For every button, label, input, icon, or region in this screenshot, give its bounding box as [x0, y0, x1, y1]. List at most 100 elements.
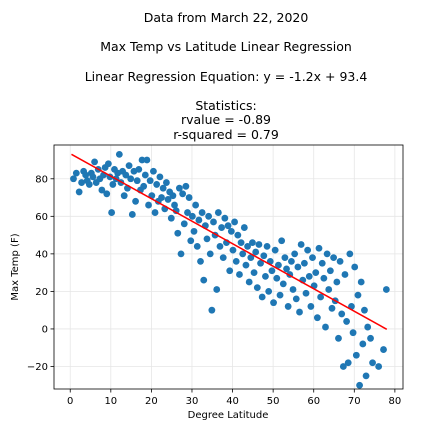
- data-point: [258, 293, 266, 301]
- data-point: [313, 314, 321, 322]
- x-tick-label: 30: [186, 396, 199, 407]
- data-point: [120, 192, 128, 200]
- data-point: [172, 207, 180, 215]
- data-point: [292, 295, 300, 303]
- x-tick-label: 70: [348, 396, 361, 407]
- data-point: [257, 259, 264, 267]
- data-point: [229, 246, 237, 254]
- data-point: [158, 194, 165, 201]
- data-point: [227, 227, 235, 235]
- data-point: [185, 194, 193, 201]
- data-point: [244, 242, 251, 250]
- data-point: [190, 227, 198, 235]
- x-tick-label: 40: [226, 396, 239, 407]
- data-point: [362, 372, 370, 380]
- title-line-rsquared: r-squared = 0.79: [173, 127, 279, 142]
- x-axis-ticks: 0 10 20 30 40 50 60 70 80: [67, 389, 401, 407]
- data-point: [240, 224, 248, 231]
- data-point: [268, 267, 276, 275]
- data-point: [304, 246, 312, 254]
- data-point: [128, 211, 136, 218]
- data-point: [317, 293, 325, 301]
- data-point: [98, 186, 106, 194]
- data-point: [284, 303, 292, 310]
- y-tick-label: 80: [35, 174, 48, 185]
- data-point: [70, 175, 77, 183]
- data-point: [135, 166, 143, 173]
- title-line-heading: Max Temp vs Latitude Linear Regression: [100, 39, 352, 54]
- data-point: [312, 269, 320, 277]
- data-point: [177, 250, 185, 258]
- data-point: [354, 291, 362, 299]
- data-point: [138, 156, 146, 164]
- data-point: [187, 237, 195, 245]
- x-tick-label: 60: [307, 396, 320, 407]
- data-point: [294, 263, 302, 271]
- data-point: [203, 235, 211, 243]
- data-point: [270, 299, 277, 307]
- x-tick-label: 0: [67, 396, 73, 407]
- data-point: [367, 334, 374, 342]
- regression-line: [71, 153, 388, 330]
- data-point: [218, 224, 226, 231]
- data-point: [361, 306, 368, 314]
- data-point: [214, 209, 222, 216]
- data-point: [167, 214, 175, 222]
- data-point: [82, 171, 90, 179]
- data-point: [344, 359, 352, 367]
- y-tick-label: 0: [42, 324, 48, 335]
- data-point: [224, 222, 232, 230]
- data-point: [279, 280, 287, 288]
- data-point: [221, 214, 229, 222]
- data-point: [188, 212, 196, 220]
- data-point: [300, 259, 308, 267]
- data-point: [182, 182, 190, 190]
- data-point: [297, 241, 305, 248]
- title-line-date: Data from March 22, 2020: [144, 10, 309, 25]
- data-point: [171, 201, 178, 209]
- data-point: [262, 272, 269, 280]
- data-point: [108, 209, 116, 216]
- data-point: [318, 259, 326, 267]
- data-point: [140, 182, 148, 190]
- data-point: [315, 244, 323, 252]
- data-point: [210, 218, 217, 226]
- data-point: [232, 257, 240, 265]
- y-tick-label: 60: [35, 212, 48, 223]
- data-point: [305, 272, 313, 280]
- data-point: [351, 263, 359, 271]
- data-point: [72, 169, 80, 177]
- data-point: [320, 274, 328, 282]
- data-point: [333, 278, 341, 286]
- data-point: [151, 209, 159, 216]
- data-point: [164, 196, 172, 203]
- data-point: [288, 257, 295, 265]
- data-point: [341, 271, 349, 278]
- chart-title: Data from March 22, 2020 Max Temp vs Lat…: [85, 10, 368, 142]
- data-point: [380, 346, 387, 353]
- data-point: [237, 239, 245, 247]
- x-tick-label: 50: [267, 396, 280, 407]
- data-point: [89, 173, 97, 181]
- data-point: [283, 265, 290, 273]
- data-point: [200, 276, 208, 284]
- data-point: [307, 303, 315, 310]
- data-point: [250, 269, 258, 277]
- data-point: [281, 254, 289, 262]
- x-tick-label: 80: [389, 396, 402, 407]
- data-point: [236, 271, 243, 278]
- data-point: [226, 267, 234, 275]
- data-point: [75, 188, 83, 196]
- data-point: [198, 209, 206, 216]
- data-point: [103, 190, 111, 198]
- data-point: [208, 306, 216, 314]
- x-axis-label: Degree Latitude: [188, 410, 269, 421]
- data-point: [242, 261, 250, 269]
- data-point: [271, 246, 279, 254]
- data-point: [255, 241, 263, 248]
- data-point: [309, 254, 316, 262]
- data-point: [180, 220, 188, 228]
- data-point: [291, 250, 299, 258]
- data-point: [127, 175, 135, 183]
